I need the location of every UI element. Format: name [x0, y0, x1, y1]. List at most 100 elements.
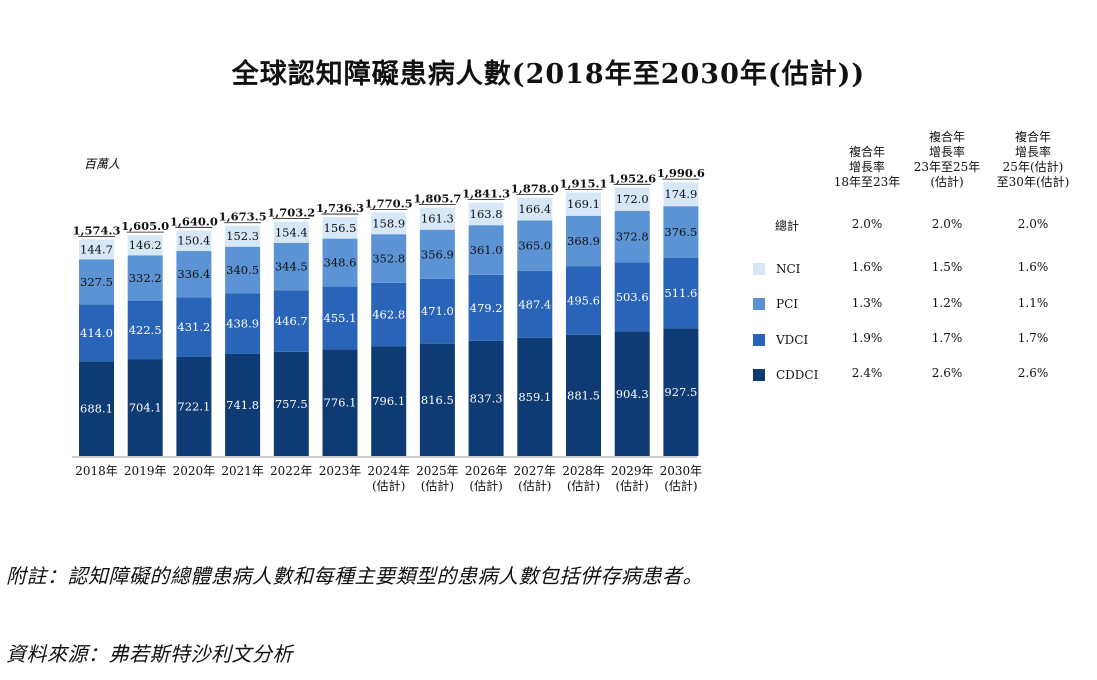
bar-segment-vdci: [614, 262, 650, 332]
bar-segment-cddci: [663, 328, 699, 456]
x-tick-label: 2019年: [124, 464, 167, 478]
data-label: 859.1: [518, 390, 551, 404]
cagr-header-3: 複合年 增長率 25年(估計) 至30年(估計): [996, 130, 1070, 189]
total-label: 1,640.0: [170, 214, 218, 228]
total-label: 1,878.0: [511, 182, 559, 196]
data-label: 348.6: [324, 256, 357, 270]
data-label: 431.2: [177, 320, 210, 334]
data-label: 352.8: [372, 252, 405, 266]
bar-segment-nci: [273, 221, 309, 243]
cagr-cell: 2.6%: [931, 366, 963, 380]
legend-label-pci: PCI: [776, 297, 798, 311]
cagr-cell: 1.5%: [931, 260, 963, 274]
bar-segment-cddci: [79, 361, 114, 456]
data-label: 174.9: [664, 187, 697, 201]
data-label: 881.5: [567, 388, 600, 402]
bar-segment-vdci: [273, 290, 309, 352]
bar-segment-pci: [371, 234, 407, 283]
data-label: 361.0: [470, 243, 503, 257]
bar-segment-pci: [273, 242, 309, 291]
bar-segment-vdci: [468, 274, 504, 341]
x-tick-label: 2023年: [319, 464, 362, 478]
cagr-cell: 2.0%: [1017, 217, 1049, 231]
cagr-cell: 1.7%: [931, 331, 963, 345]
x-tick-label: (估計): [616, 478, 649, 493]
x-tick-label: 2018年: [75, 464, 118, 478]
total-label: 1,841.3: [462, 187, 510, 201]
bar-segment-nci: [371, 212, 407, 235]
data-label: 455.1: [324, 311, 357, 325]
bar-segment-cddci: [517, 337, 553, 456]
data-label: 741.8: [226, 398, 259, 412]
cagr-cell: 2.0%: [931, 217, 963, 231]
cagr-row-label-total: 總計: [775, 219, 800, 233]
data-label: 422.5: [129, 323, 162, 337]
unit-label: 百萬人: [84, 157, 120, 171]
data-label: 161.3: [421, 212, 454, 226]
x-tick-label: 2026年: [465, 464, 508, 478]
bar-segment-nci: [517, 197, 553, 221]
legend-swatch-nci: [753, 263, 765, 275]
bar-segment-pci: [322, 238, 358, 287]
bar-segment-nci: [419, 207, 455, 230]
legend-label-cddci: CDDCI: [776, 368, 819, 382]
data-label: 144.7: [80, 242, 113, 256]
bar-segment-nci: [127, 235, 163, 256]
data-label: 511.6: [664, 286, 697, 300]
chart-title: 全球認知障礙患病人數(2018年至2030年(估計)): [231, 59, 866, 90]
legend-label-vdci: VDCI: [776, 333, 809, 347]
bar-segment-nci: [468, 202, 504, 226]
x-tick-label: 2024年: [367, 464, 410, 478]
cagr-cell: 1.2%: [931, 296, 963, 310]
data-label: 704.1: [129, 401, 162, 415]
source-note: 資料來源：弗若斯特沙利文分析: [6, 642, 293, 666]
bars-group: 688.1 414.0 327.5 144.7 1,574.3 2018年 704.1 422…: [72, 166, 705, 493]
data-label: 688.1: [80, 402, 113, 416]
data-label: 158.9: [372, 216, 405, 230]
cagr-header-2: 複合年 增長率 23年至25年 (估計): [913, 130, 981, 189]
bar-segment-pci: [566, 215, 601, 267]
total-label: 1,574.3: [72, 223, 120, 237]
total-label: 1,673.5: [219, 210, 267, 224]
x-tick-label: 2029年: [611, 464, 654, 478]
data-label: 156.5: [324, 221, 357, 235]
data-label: 462.8: [372, 308, 405, 322]
bar-segment-cddci: [225, 353, 261, 456]
data-label: 471.0: [421, 304, 454, 318]
data-label: 479.2: [470, 301, 503, 315]
x-tick-label: 2028年: [562, 464, 605, 478]
data-label: 816.5: [421, 393, 454, 407]
cagr-cell: 2.0%: [851, 217, 883, 231]
bar-segment-cddci: [127, 359, 163, 456]
bar-segment-vdci: [225, 293, 261, 354]
data-label: 365.0: [518, 239, 551, 253]
total-label: 1,703.2: [267, 206, 315, 220]
data-label: 152.3: [226, 229, 259, 243]
x-tick-label: 2020年: [173, 464, 216, 478]
data-label: 372.8: [616, 230, 649, 244]
data-label: 344.5: [275, 260, 308, 274]
data-label: 166.4: [518, 202, 551, 216]
x-tick-label: 2025年: [416, 464, 459, 478]
bar-segment-vdci: [566, 266, 601, 335]
cagr-cell: 1.1%: [1017, 296, 1049, 310]
bar-segment-pci: [79, 259, 114, 305]
x-tick-label: 2021年: [221, 464, 264, 478]
data-label: 904.3: [616, 387, 649, 401]
bar-segment-nci: [176, 230, 212, 252]
cagr-header-1: 複合年 增長率 18年至23年: [833, 145, 901, 189]
data-label: 376.5: [664, 225, 697, 239]
bar-segment-cddci: [468, 340, 504, 456]
total-label: 1,605.0: [121, 219, 169, 233]
bar-segment-vdci: [79, 304, 114, 362]
bar-segment-cddci: [419, 343, 455, 456]
bar-segment-vdci: [127, 300, 163, 360]
data-label: 837.3: [470, 391, 503, 405]
bar-segment-nci: [322, 217, 358, 239]
bar-segment-pci: [419, 229, 455, 279]
bar-segment-vdci: [371, 282, 407, 347]
data-label: 154.4: [275, 225, 308, 239]
x-tick-label: (估計): [664, 478, 697, 493]
bar-segment-nci: [566, 192, 601, 216]
